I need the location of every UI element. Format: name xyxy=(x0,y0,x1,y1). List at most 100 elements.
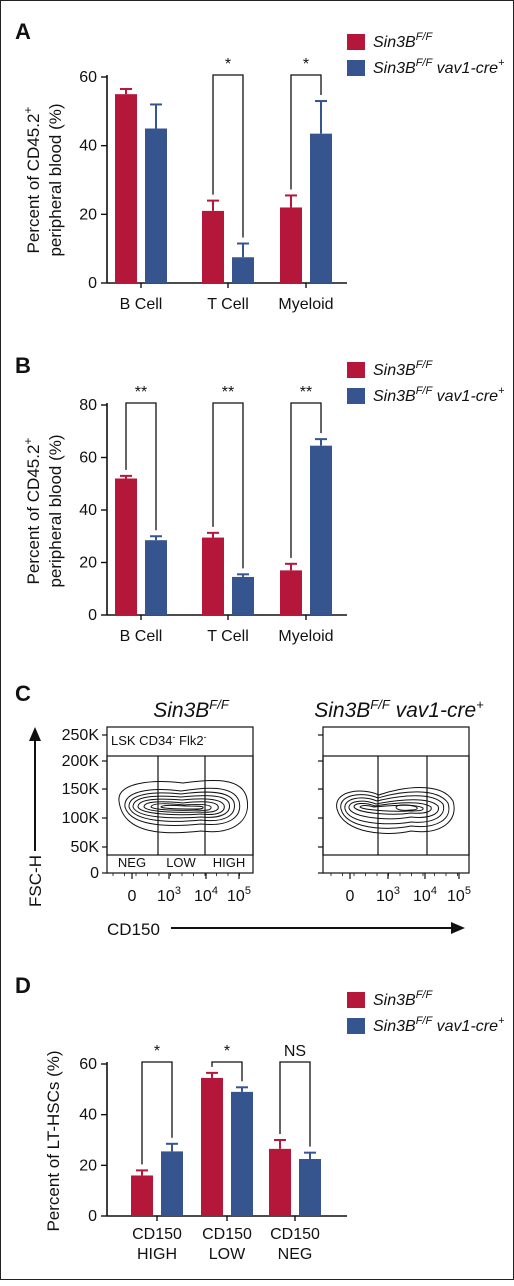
flow-y-tick-label: 100K xyxy=(62,810,100,827)
y-tick-label: 40 xyxy=(79,1107,97,1124)
category-label: T Cell xyxy=(207,628,249,645)
gate-label-low: LOW xyxy=(166,855,196,870)
flow-y-tick-label: 250K xyxy=(62,727,100,744)
y-tick-label: 40 xyxy=(79,502,97,519)
legend-label-cre: Sin3BF/F vav1-cre+ xyxy=(373,385,505,405)
flow-x-tick-label: 105 xyxy=(447,885,471,905)
y-tick-label: 60 xyxy=(79,69,97,86)
category-label: Myeloid xyxy=(278,296,333,313)
significance-bracket xyxy=(212,74,244,238)
bar-flox-1 xyxy=(202,210,224,283)
gate-box-left xyxy=(106,755,254,856)
significance-bracket xyxy=(290,402,322,558)
bar-cre-0 xyxy=(161,1151,183,1216)
legend-sup: F/F xyxy=(416,359,434,371)
flow-y-tick-label: 50K xyxy=(71,839,100,856)
contour-plot-left xyxy=(118,780,249,834)
bar-flox-0 xyxy=(115,94,137,284)
legend-tail-sup: + xyxy=(498,57,505,69)
y-axis-label-line2: peripheral blood (%) xyxy=(46,434,65,587)
flow-x-tick-base: 10 xyxy=(447,888,465,905)
fsc-axis-label: FSC-H xyxy=(26,855,45,907)
legend-swatch-cre xyxy=(347,1018,365,1034)
significance-label: * xyxy=(224,1043,230,1060)
y-tick-label: 20 xyxy=(79,555,97,572)
significance-bracket xyxy=(211,1061,243,1082)
legend-sup: F/F xyxy=(416,385,434,397)
bar-flox-0 xyxy=(131,1175,153,1216)
flow-x-tick-label: 104 xyxy=(194,885,218,905)
flow-x-tick-label: 103 xyxy=(376,885,400,905)
bar-cre-0 xyxy=(145,128,167,283)
legend-sup: F/F xyxy=(416,989,434,1001)
flow-x-tick-label: 0 xyxy=(346,888,355,905)
legend-label-cre: Sin3BF/F vav1-cre+ xyxy=(373,57,505,77)
category-label: CD150 xyxy=(132,1226,182,1243)
significance-bracket xyxy=(279,1061,311,1147)
y-tick-label: 60 xyxy=(79,450,97,467)
legend-sup: F/F xyxy=(416,31,434,43)
flow-x-tick-label: 103 xyxy=(157,885,181,905)
significance-label: ** xyxy=(135,384,147,401)
cd150-arrowhead xyxy=(451,922,465,934)
flow-x-tick-base: 10 xyxy=(157,888,175,905)
legend-sup: F/F xyxy=(416,1015,434,1027)
category-label: Myeloid xyxy=(278,628,333,645)
flow-y-tick-label: 200K xyxy=(62,753,100,770)
legend-sup: F/F xyxy=(416,57,434,69)
y-tick-label: 20 xyxy=(79,1157,97,1174)
significance-bracket xyxy=(290,74,322,190)
legend-tail: vav1-cre xyxy=(432,60,498,77)
significance-label: * xyxy=(303,56,309,73)
y-tick-label: 20 xyxy=(79,206,97,223)
flow-x-tick-exp: 4 xyxy=(431,885,437,897)
significance-bracket xyxy=(125,402,157,531)
flow-x-tick-base: 10 xyxy=(413,888,431,905)
bar-flox-1 xyxy=(201,1077,223,1216)
panel-letter-c: C xyxy=(15,681,31,706)
flow-plot-right xyxy=(322,726,470,874)
legend-label-cre: Sin3BF/F vav1-cre+ xyxy=(373,1015,505,1035)
bar-flox-2 xyxy=(280,207,302,283)
y-axis-label-sup: + xyxy=(21,438,35,445)
legend-base: Sin3B xyxy=(373,992,416,1009)
gate-label-neg: NEG xyxy=(118,855,146,870)
y-axis-label: Percent of LT-HSCs (%) xyxy=(44,1050,63,1231)
flow-x-tick-exp: 5 xyxy=(465,885,471,897)
category-label: NEG xyxy=(278,1246,313,1263)
legend-base: Sin3B xyxy=(373,362,416,379)
panel-letter-b: B xyxy=(15,353,31,378)
flow-x-tick-exp: 5 xyxy=(245,885,251,897)
bar-cre-1 xyxy=(231,1091,253,1216)
bar-cre-1 xyxy=(232,576,254,615)
y-tick-label: 60 xyxy=(79,1056,97,1073)
y-axis-label-line1: Percent of CD45.2+ xyxy=(21,438,43,585)
y-axis-label-line2: peripheral blood (%) xyxy=(46,103,65,256)
significance-bracket xyxy=(141,1061,173,1165)
legend-label-flox: Sin3BF/F xyxy=(373,989,433,1009)
bar-flox-0 xyxy=(115,478,137,615)
legend-base: Sin3B xyxy=(373,34,416,51)
bar-cre-2 xyxy=(310,133,332,283)
y-tick-label: 0 xyxy=(88,1208,97,1225)
category-label: CD150 xyxy=(270,1226,320,1243)
gate-box-right xyxy=(322,755,470,856)
gate-label-high: HIGH xyxy=(213,855,246,870)
flow-title-right: Sin3BF/F vav1-cre+ xyxy=(314,697,484,722)
significance-label: * xyxy=(225,56,231,73)
legend-tail-sup: + xyxy=(498,385,505,397)
significance-bracket xyxy=(212,402,244,569)
significance-label: NS xyxy=(284,1043,306,1060)
legend-swatch-flox xyxy=(347,34,365,50)
bar-cre-2 xyxy=(299,1159,321,1216)
flow-x-tick-label: 0 xyxy=(128,888,137,905)
legend-swatch-flox xyxy=(347,992,365,1008)
flow-panel-c: Sin3BF/F Sin3BF/F vav1-cre+ FSC-H CD150 … xyxy=(26,697,484,939)
category-label: B Cell xyxy=(120,628,163,645)
flow-x-tick-exp: 3 xyxy=(175,885,181,897)
flow-x-tick-base: 10 xyxy=(194,888,212,905)
